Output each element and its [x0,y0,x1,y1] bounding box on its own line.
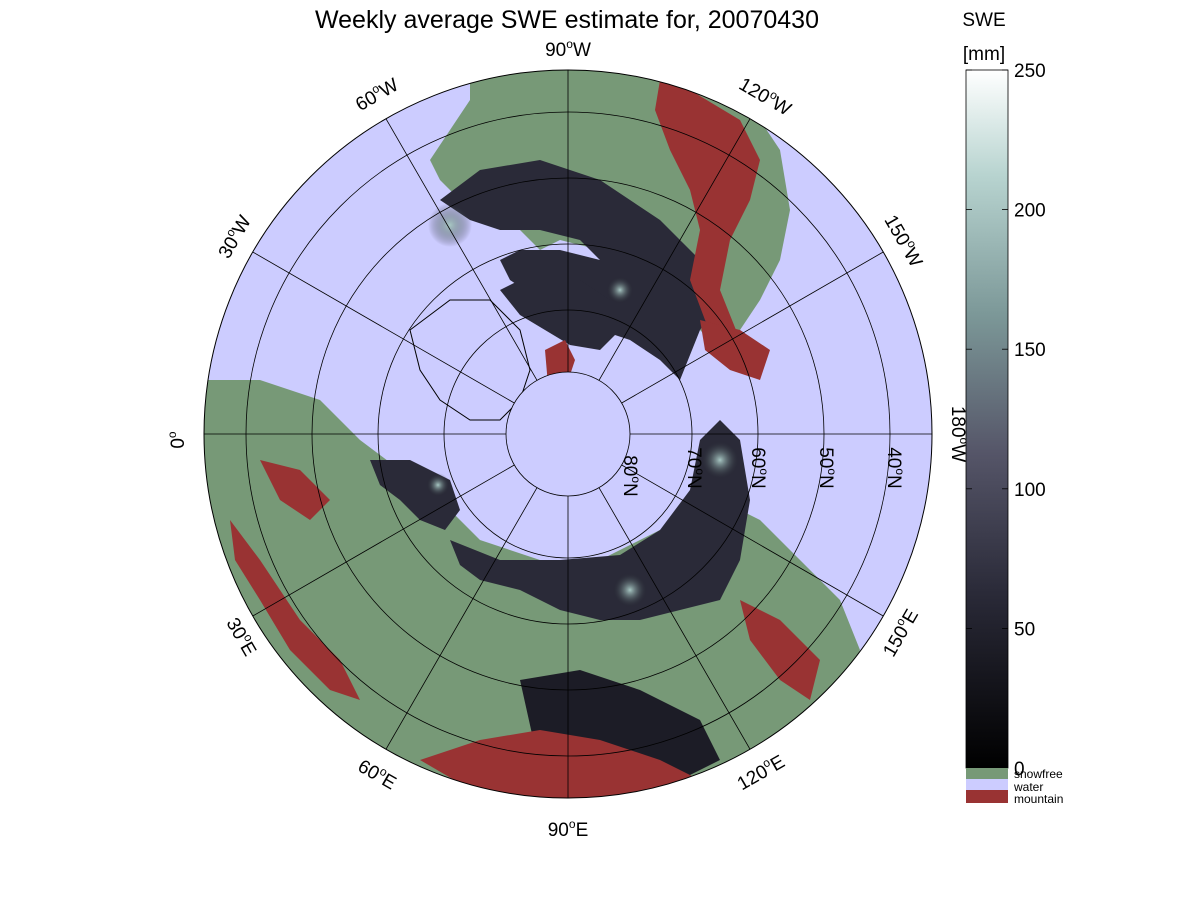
eurasia-mountain-west [230,520,360,700]
meridian-line [252,464,515,617]
north-america-mountain [655,80,760,360]
legend-label-water: water [1013,780,1043,794]
colorbar-label-unit: [mm] [963,44,1005,65]
meridian-line [621,464,884,617]
colorbar-tick-label: 150 [1014,340,1046,361]
colorbar-tick-label: 0 [1014,759,1025,780]
meridian-line [598,118,751,381]
parallel-label-40n: 40oN [883,447,907,489]
meridian-label-180w: 180oW [947,406,971,462]
legend-swatch-mountain [966,790,1008,803]
meridian-label-60e: 60oE [354,753,401,794]
colorbar-ticks: 0 50 100 150 200 250 [966,61,1046,780]
meridian-line [252,251,515,404]
colorbar-gradient [965,69,1009,769]
meridian-label-120e: 120oE [732,749,788,795]
meridian-line [385,118,538,381]
north-america-snow [440,160,720,380]
swe-hotspot-quebec [428,203,472,247]
meridian-label-90e: 90oE [548,817,589,841]
colorbar-label-swe: SWE [962,10,1005,31]
swe-hotspot-scandinavia [426,473,450,497]
swe-hotspot-canada [606,276,634,304]
parallel-label-60n: 60oN [747,447,771,489]
meridian-line [598,487,751,750]
map-boundary [203,69,933,799]
chart-title: Weekly average SWE estimate for, 2007043… [315,6,819,34]
europe-mountain [260,460,330,520]
legend-swatch-water [966,779,1008,790]
colorbar-tick-label: 50 [1014,619,1035,640]
parallel-labels: 80oN 70oN 60oN 50oN 40oN [619,447,907,497]
meridian-label-0: 0o [165,431,189,449]
colorbar-tick-label: 100 [1014,480,1046,501]
meridian-label-30w: 30oW [212,211,256,263]
legend-label-snowfree: snowfree [1014,767,1063,781]
parallel-label-50n: 50oN [815,447,839,489]
meridian-label-120w: 120oW [735,71,796,120]
graticule [204,70,932,798]
meridian-line [385,487,538,750]
legend-label-mountain: mountain [1014,792,1063,806]
eurasia-mountain-east [740,600,820,700]
parallel-label-70n: 70oN [683,447,707,489]
legend-swatch-snowfree [966,768,1008,779]
colorbar-tick-label: 200 [1014,201,1046,222]
colorbar-tick-label: 250 [1014,61,1046,82]
parallel-label-80n: 80oN [619,455,643,497]
eurasia-mountain-south [420,730,700,798]
eurasia-snow [450,420,750,620]
meridian-label-90w: 90oW [545,37,591,61]
meridian-line [621,251,884,404]
alaska-mountain [700,320,770,380]
arctic-ocean [506,372,630,496]
meridian-label-60w: 60oW [351,72,403,116]
swe-hotspot-kamchatka [700,440,740,480]
swe-hotspot-siberia [612,572,648,608]
